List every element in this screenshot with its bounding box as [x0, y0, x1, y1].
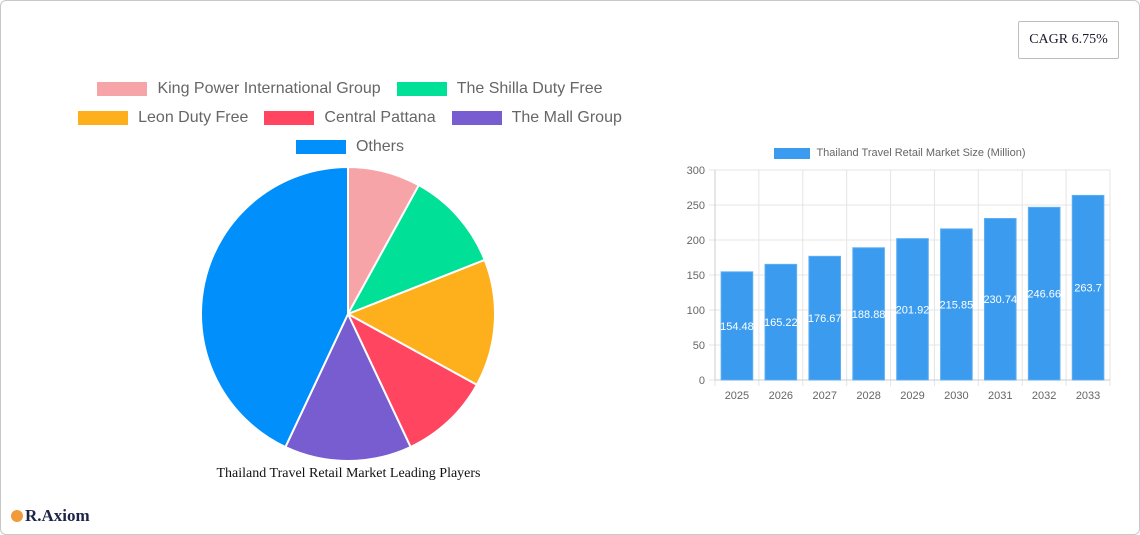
legend-row: Others: [60, 132, 640, 161]
bar-value-label: 215.85: [940, 299, 974, 311]
x-tick-label: 2026: [769, 390, 793, 402]
legend-label: Leon Duty Free: [138, 108, 249, 126]
x-tick-label: 2031: [988, 390, 1012, 402]
legend-label: King Power International Group: [157, 79, 381, 97]
y-tick-label: 250: [687, 200, 705, 212]
legend-swatch: [295, 139, 346, 154]
pie-slice[interactable]: [345, 258, 496, 387]
brand-logo: R.Axiom: [11, 506, 90, 526]
y-tick-label: 150: [687, 270, 705, 282]
bar-value-label: 201.92: [896, 304, 930, 316]
y-tick-label: 0: [699, 375, 705, 387]
x-tick-label: 2030: [944, 390, 968, 402]
pie-slice[interactable]: [284, 311, 412, 462]
cagr-badge: CAGR 6.75%: [1018, 21, 1119, 59]
legend-swatch: [264, 110, 315, 125]
bar[interactable]: [852, 247, 885, 381]
bar[interactable]: [808, 255, 842, 381]
bar-value-label: 154.48: [720, 321, 754, 333]
bar-value-label: 246.66: [1027, 289, 1061, 301]
bar[interactable]: [983, 217, 1017, 381]
y-tick-label: 300: [687, 165, 705, 177]
pie-legend: King Power International Group The Shilla…: [60, 74, 640, 161]
bar-chart: 0 50 100 150 200 250 300 154.48 2025 165.22 2026 17…: [687, 165, 1111, 402]
legend-item[interactable]: Others: [295, 137, 404, 156]
bar[interactable]: [1071, 194, 1105, 381]
bar[interactable]: [896, 238, 929, 381]
x-tick-label: 2028: [856, 390, 880, 402]
legend-swatch: [97, 81, 148, 96]
x-tick-label: 2025: [725, 390, 749, 402]
pie-chart: [200, 165, 496, 462]
legend-swatch: [774, 147, 811, 159]
legend-swatch: [396, 81, 447, 96]
bar[interactable]: [764, 263, 798, 381]
logo-icon: [11, 510, 23, 522]
bar[interactable]: [720, 271, 754, 381]
legend-label: The Mall Group: [511, 108, 622, 126]
legend-item[interactable]: Central Pattana: [264, 108, 436, 127]
legend-item[interactable]: Leon Duty Free: [78, 109, 248, 127]
y-tick-label: 50: [693, 340, 705, 352]
x-tick-label: 2032: [1032, 390, 1056, 402]
legend-label: The Shilla Duty Free: [456, 79, 603, 97]
legend-label: Others: [355, 137, 404, 155]
y-tick-label: 200: [687, 235, 705, 247]
legend-label: Central Pattana: [324, 108, 436, 126]
pie-slice[interactable]: [200, 165, 349, 449]
pie-chart-title: Thailand Travel Retail Market Leading Pl…: [216, 466, 481, 481]
cagr-label: CAGR 6.75%: [1029, 32, 1108, 47]
bar-value-label: 176.67: [808, 313, 842, 325]
y-tick-label: 100: [687, 305, 705, 317]
pie-slice[interactable]: [345, 183, 486, 316]
legend-swatch: [451, 110, 502, 125]
bar-value-label: 188.88: [852, 309, 886, 321]
legend-row: Leon Duty Free Central Pattana The Mall Gr…: [60, 103, 640, 132]
legend-swatch: [78, 110, 129, 125]
legend-item[interactable]: The Mall Group: [451, 108, 622, 127]
bar-chart-legend[interactable]: Thailand Travel Retail Market Size (Mill…: [670, 147, 1130, 159]
x-tick-label: 2033: [1076, 390, 1100, 402]
bar[interactable]: [1027, 206, 1061, 381]
x-tick-label: 2029: [900, 390, 924, 402]
bar[interactable]: [940, 228, 973, 381]
legend-item[interactable]: King Power International Group: [97, 79, 381, 98]
legend-label: Thailand Travel Retail Market Size (Mill…: [816, 147, 1026, 159]
bar-value-label: 230.74: [983, 294, 1017, 306]
logo-text: R.Axiom: [25, 506, 90, 525]
legend-row: King Power International Group The Shilla…: [60, 74, 640, 103]
bar-value-label: 165.22: [764, 317, 798, 329]
legend-item[interactable]: The Shilla Duty Free: [396, 79, 603, 98]
bar-value-label: 263.7: [1074, 283, 1102, 295]
x-tick-label: 2027: [812, 390, 836, 402]
pie-slice[interactable]: [345, 311, 479, 449]
